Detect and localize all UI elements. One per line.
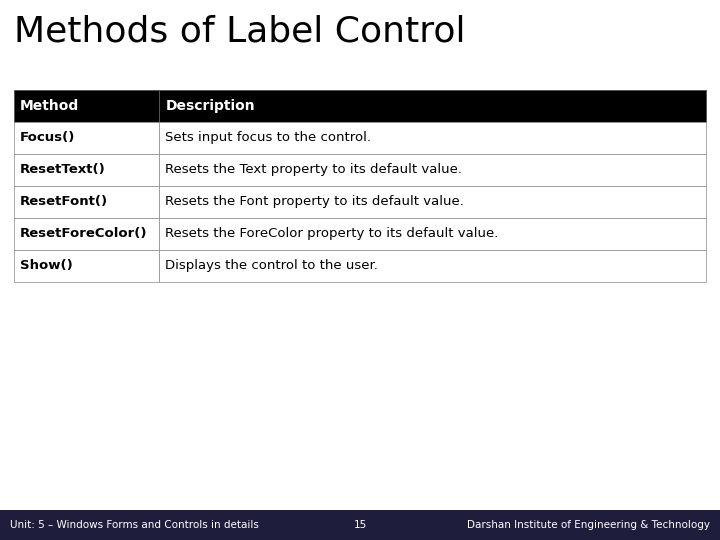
Bar (159, 186, 706, 218)
Text: Sets input focus to the control.: Sets input focus to the control. (166, 132, 372, 145)
Bar (14, 90, 159, 122)
Bar (0, 510, 720, 540)
Text: Method: Method (20, 99, 79, 113)
Bar (159, 218, 706, 250)
Text: Darshan Institute of Engineering & Technology: Darshan Institute of Engineering & Techn… (467, 520, 710, 530)
Bar (14, 154, 159, 186)
Bar (14, 122, 159, 154)
Bar (159, 250, 706, 282)
Text: Focus(): Focus() (20, 132, 76, 145)
Text: Resets the Text property to its default value.: Resets the Text property to its default … (166, 164, 462, 177)
Bar (14, 186, 159, 218)
Text: 15: 15 (354, 520, 366, 530)
Text: ResetForeColor(): ResetForeColor() (20, 227, 148, 240)
Text: Show(): Show() (20, 260, 73, 273)
Bar (159, 122, 706, 154)
Bar (14, 218, 159, 250)
Bar (159, 90, 706, 122)
Bar (159, 154, 706, 186)
Text: Displays the control to the user.: Displays the control to the user. (166, 260, 378, 273)
Text: Unit: 5 – Windows Forms and Controls in details: Unit: 5 – Windows Forms and Controls in … (10, 520, 259, 530)
Text: ResetText(): ResetText() (20, 164, 106, 177)
Text: Resets the Font property to its default value.: Resets the Font property to its default … (166, 195, 464, 208)
Text: Methods of Label Control: Methods of Label Control (14, 15, 466, 49)
Text: Resets the ForeColor property to its default value.: Resets the ForeColor property to its def… (166, 227, 499, 240)
Text: Description: Description (166, 99, 255, 113)
Bar (14, 250, 159, 282)
Text: ResetFont(): ResetFont() (20, 195, 108, 208)
